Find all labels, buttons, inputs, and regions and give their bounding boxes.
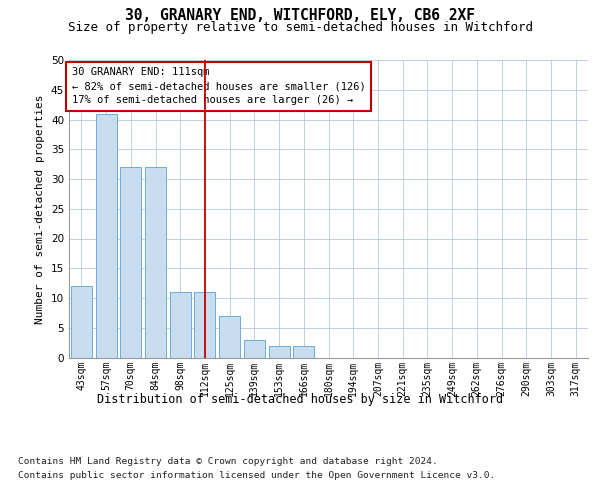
Bar xyxy=(170,292,191,358)
Bar xyxy=(120,167,141,358)
Bar xyxy=(293,346,314,358)
Text: Size of property relative to semi-detached houses in Witchford: Size of property relative to semi-detach… xyxy=(67,21,533,34)
Text: Contains HM Land Registry data © Crown copyright and database right 2024.: Contains HM Land Registry data © Crown c… xyxy=(18,458,438,466)
Bar xyxy=(244,340,265,357)
Text: 30, GRANARY END, WITCHFORD, ELY, CB6 2XF: 30, GRANARY END, WITCHFORD, ELY, CB6 2XF xyxy=(125,8,475,22)
Bar xyxy=(145,167,166,358)
Text: Contains public sector information licensed under the Open Government Licence v3: Contains public sector information licen… xyxy=(18,471,495,480)
Bar xyxy=(71,286,92,358)
Bar xyxy=(269,346,290,358)
Text: 30 GRANARY END: 111sqm
← 82% of semi-detached houses are smaller (126)
17% of se: 30 GRANARY END: 111sqm ← 82% of semi-det… xyxy=(71,68,365,106)
Bar xyxy=(194,292,215,358)
Y-axis label: Number of semi-detached properties: Number of semi-detached properties xyxy=(35,94,46,324)
Bar xyxy=(95,114,116,358)
Text: Distribution of semi-detached houses by size in Witchford: Distribution of semi-detached houses by … xyxy=(97,392,503,406)
Bar xyxy=(219,316,240,358)
